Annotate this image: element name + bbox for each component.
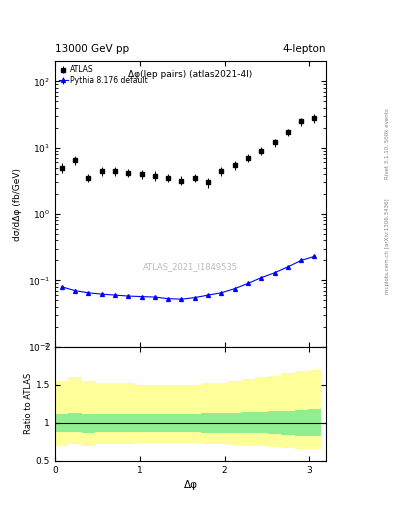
Text: 13000 GeV pp: 13000 GeV pp	[55, 44, 129, 54]
Text: Rivet 3.1.10, 500k events: Rivet 3.1.10, 500k events	[385, 108, 389, 179]
X-axis label: Δφ: Δφ	[184, 480, 198, 490]
Text: ATLAS_2021_I1849535: ATLAS_2021_I1849535	[143, 262, 238, 271]
Y-axis label: Ratio to ATLAS: Ratio to ATLAS	[24, 373, 33, 434]
Text: Δφ(lep pairs) (atlas2021-4l): Δφ(lep pairs) (atlas2021-4l)	[129, 70, 253, 79]
Legend: ATLAS, Pythia 8.176 default: ATLAS, Pythia 8.176 default	[57, 63, 150, 87]
Y-axis label: dσ/dΔφ (fb/GeV): dσ/dΔφ (fb/GeV)	[13, 167, 22, 241]
Text: mcplots.cern.ch [arXiv:1306.3436]: mcplots.cern.ch [arXiv:1306.3436]	[385, 198, 389, 293]
Text: 4-lepton: 4-lepton	[283, 44, 326, 54]
